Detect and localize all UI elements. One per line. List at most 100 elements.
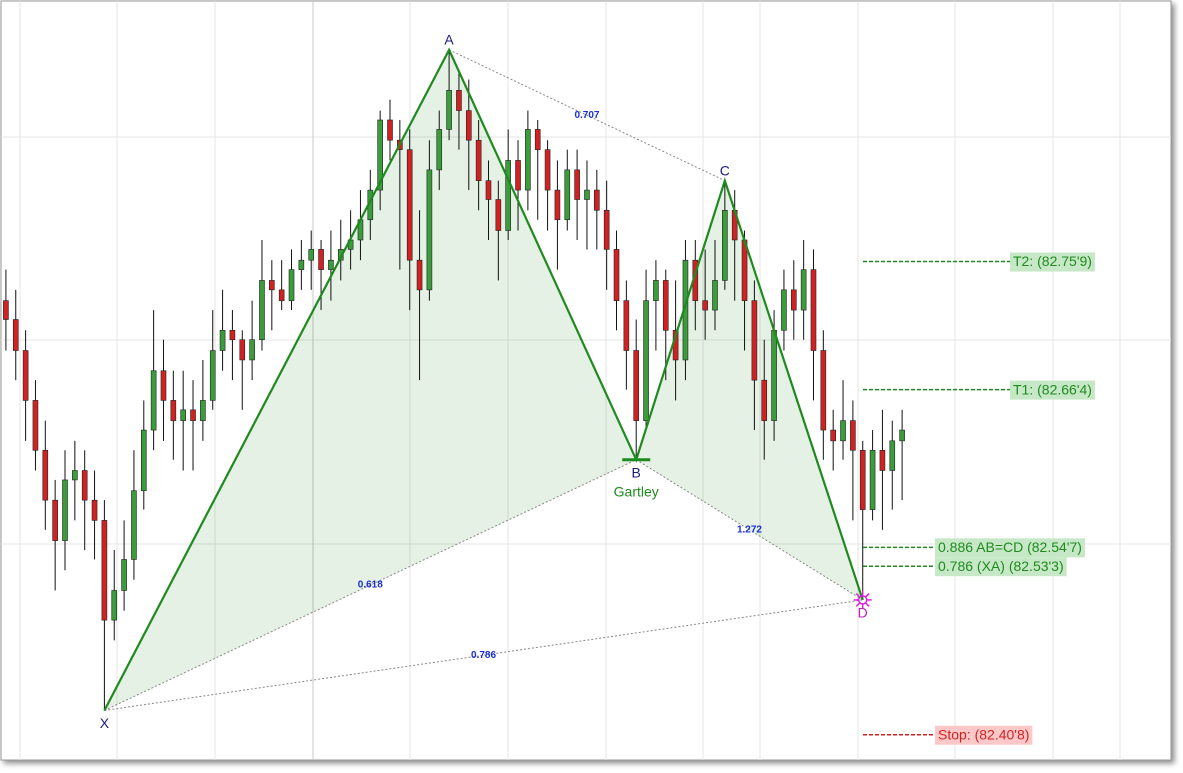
candle-body [298,259,305,270]
candle-body [140,429,147,492]
candle-body [62,479,68,541]
candle-body [722,210,728,281]
d-marker [865,593,870,598]
ratio-label: 0.707 [574,110,599,121]
candle-body [387,119,393,141]
candle-body [633,350,640,421]
point-label: C [720,162,730,178]
candle-body [574,169,580,200]
point-label: X [100,715,110,731]
candle-body [180,409,186,421]
ratio-line [104,459,637,711]
candle-body [406,149,413,261]
candle-body [328,259,334,270]
candle-body [456,90,462,111]
candle-body [613,249,620,301]
level-label: T2: (82.75'9) [1013,253,1092,269]
candle-body [564,169,571,221]
candle-body [219,329,226,351]
candle-body [515,160,521,191]
candle-body [820,350,827,431]
candle-body [249,339,255,361]
candle-body [869,449,876,510]
ratio-line [635,459,863,601]
candle-body [505,160,511,231]
candle-body [131,490,137,560]
candle-body [72,470,78,481]
candle-body [859,449,866,510]
candle-body [495,199,502,231]
candle-body [308,249,315,261]
candle-body [42,449,49,501]
level-label-bg [1010,380,1095,400]
candle-body [318,249,324,270]
candle-body [111,590,118,621]
point-label: A [444,32,454,48]
candle-body [3,300,9,320]
point-label: B [632,464,641,480]
candle-body [594,189,600,211]
candle-body [485,180,492,200]
candle-body [771,329,777,421]
candle-body [800,269,807,311]
candle-body [790,289,797,311]
candle-body [377,119,383,191]
level-label-bg [935,538,1085,558]
candle-body [751,300,758,381]
candle-body [269,280,275,291]
grid [1,1,1171,760]
candle-body [475,139,482,181]
level-label: Stop: (82.40'8) [938,726,1029,742]
candle-body [32,400,39,451]
pattern-fill [104,49,637,711]
candle-body [584,189,590,200]
candle-body [170,400,177,421]
ratio-label: 0.618 [358,580,383,591]
candle-body [810,269,817,351]
candle-body [850,420,856,451]
candle-body [446,90,452,130]
d-marker [857,595,868,605]
candle-body [840,420,846,442]
candle-body [91,499,98,521]
candle-body [239,339,246,361]
point-label: D [858,605,868,621]
candle-body [465,110,472,141]
pattern-name: Gartley [614,483,659,499]
candle-body [554,189,561,221]
candle-body [603,210,610,250]
d-marker [855,593,861,598]
candle-body [81,470,88,501]
ratio-label: 0.786 [471,650,496,661]
level-label: 0.886 AB=CD (82.54'7) [938,539,1082,555]
level-label-bg [935,725,1033,745]
level-label-bg [1010,252,1095,272]
candle-body [662,280,669,331]
candle-body [534,129,541,150]
candle-body [259,280,265,341]
candle-body [12,319,19,351]
level-label-bg [935,557,1067,577]
candle-body [278,289,285,301]
candle-body [623,300,630,351]
d-marker [865,602,870,607]
candle-body [52,499,58,541]
level-label: T1: (82.66'4) [1013,381,1092,397]
ratio-line [448,49,726,182]
candle-body [889,440,896,471]
candle-body [544,149,551,191]
candle-body [830,429,836,442]
d-marker [855,602,861,607]
candle-body [209,350,216,401]
candle-body [160,370,167,401]
candle-body [781,289,787,331]
level-label: 0.786 (XA) (82.53'3) [938,558,1064,574]
candle-body [653,280,659,301]
candle-body [190,409,196,421]
candle-body [101,520,108,621]
panel [0,0,1172,761]
candle-body [200,400,206,421]
candle-body [121,559,127,591]
